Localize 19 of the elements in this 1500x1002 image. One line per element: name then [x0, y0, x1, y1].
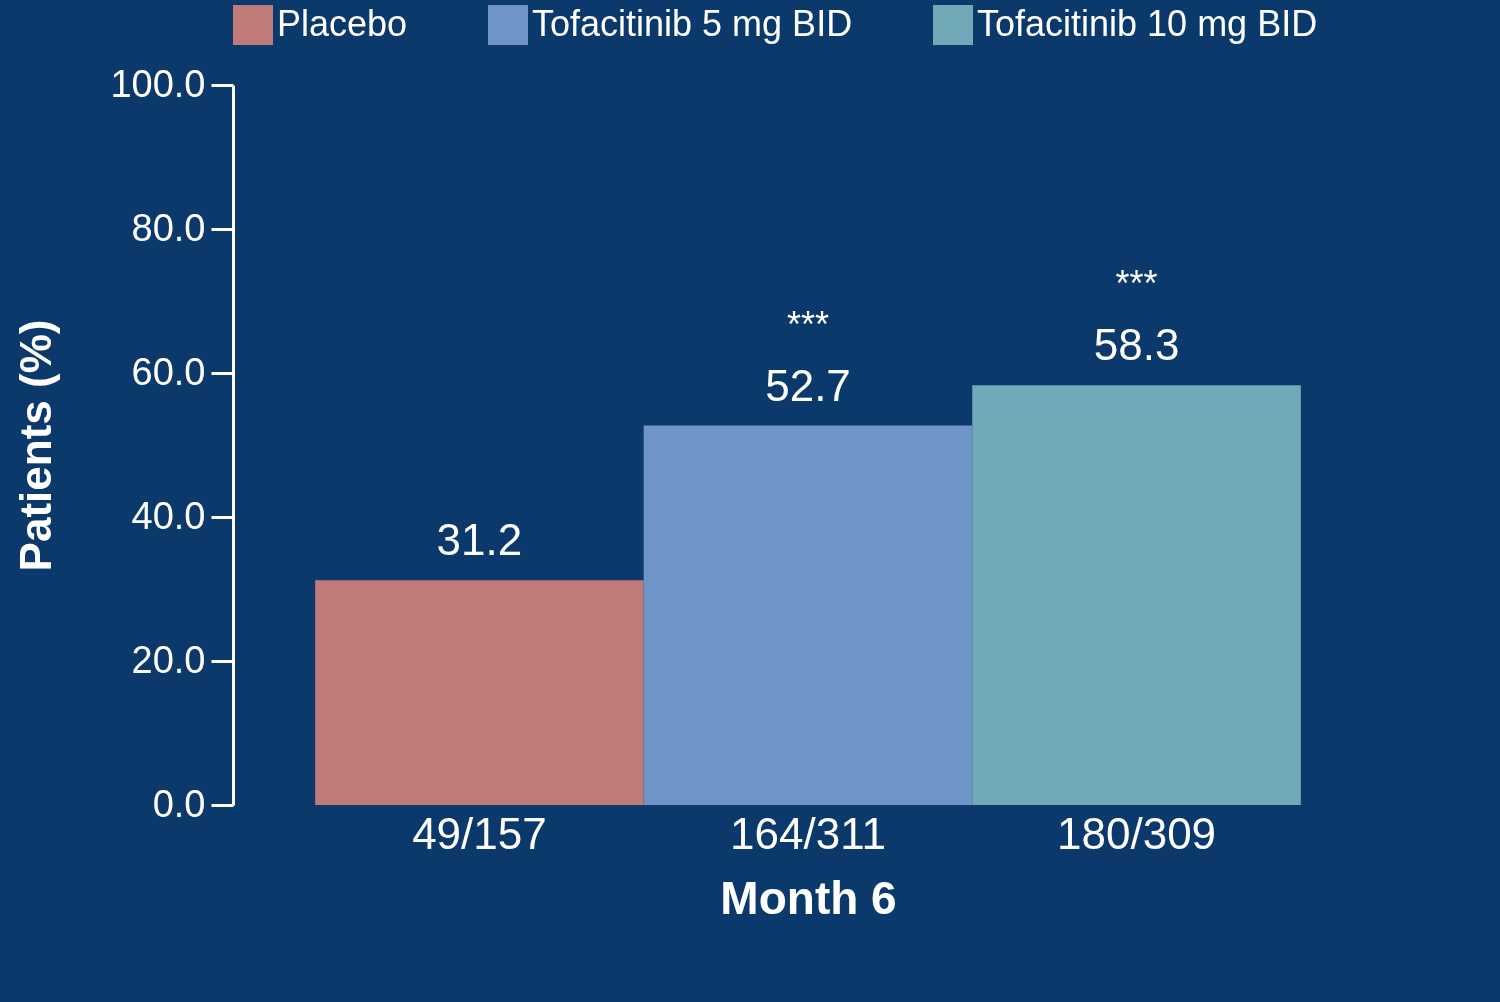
- legend-label: Placebo: [277, 3, 408, 44]
- legend-label: Tofacitinib 10 mg BID: [977, 3, 1318, 44]
- x-axis-title: Month 6: [720, 871, 897, 924]
- y-tick-label: 60.0: [131, 350, 206, 393]
- data-label: 58.3: [1093, 320, 1180, 370]
- y-tick-label: 100.0: [110, 62, 206, 105]
- annotation: ***: [786, 303, 830, 345]
- annotation: ***: [1115, 263, 1158, 305]
- y-tick-label: 40.0: [131, 494, 206, 537]
- y-tick-label: 0.0: [152, 782, 206, 825]
- x-tick-label: 180/309: [1057, 808, 1217, 858]
- data-label: 31.2: [436, 515, 523, 565]
- y-tick-label: 20.0: [131, 638, 206, 681]
- legend-label: Tofacitinib 5 mg BID: [532, 3, 853, 44]
- y-axis-title: Patients (%): [11, 319, 61, 572]
- y-tick-label: 80.0: [131, 206, 206, 249]
- data-label: 52.7: [765, 360, 851, 410]
- x-tick-label: 49/157: [412, 808, 547, 858]
- x-tick-label: 164/311: [730, 808, 886, 858]
